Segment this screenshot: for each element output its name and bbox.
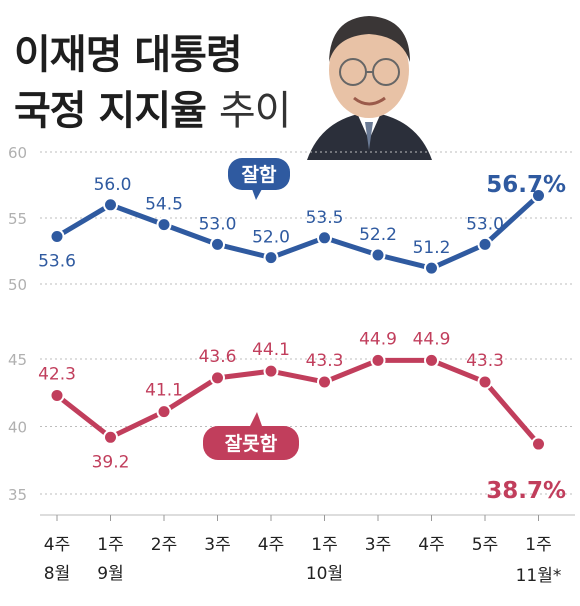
- legend-callout-bad: [203, 426, 299, 460]
- x-tick-label: 1주: [311, 535, 337, 555]
- x-tick-label: 5주: [472, 535, 498, 555]
- data-point: [210, 370, 225, 386]
- data-point: [370, 352, 386, 368]
- x-tick-label: 4주: [258, 535, 284, 555]
- data-label: 43.3: [466, 351, 504, 371]
- data-label: 43.6: [199, 347, 237, 367]
- data-label: 41.1: [145, 381, 183, 401]
- y-tick-label: 45: [8, 351, 27, 369]
- x-month-label: 10월: [306, 564, 343, 584]
- data-label: 42.3: [38, 364, 76, 384]
- x-tick-label: 1주: [97, 535, 123, 555]
- data-label: 56.0: [94, 175, 132, 195]
- chart-title-suffix: 추이: [218, 88, 292, 134]
- series-line-good: [54, 193, 541, 271]
- x-month-label: 11월*: [516, 566, 562, 586]
- data-label: 52.2: [359, 225, 397, 245]
- x-month-label: 9월: [97, 564, 123, 584]
- x-tick-label: 4주: [418, 535, 444, 555]
- data-point: [531, 188, 546, 204]
- legend-label-bad: 잘못함: [225, 433, 278, 455]
- chart-title-line1: 이재명 대통령: [14, 32, 243, 78]
- data-point: [424, 260, 439, 276]
- data-label: 44.1: [252, 340, 290, 360]
- legend-callout-good: [228, 158, 290, 190]
- data-point: [103, 429, 118, 445]
- y-tick-label: 35: [8, 486, 27, 504]
- x-tick-label: 3주: [365, 535, 391, 555]
- data-point: [103, 197, 118, 213]
- y-tick-label: 50: [8, 276, 27, 294]
- x-month-label: 8월: [44, 564, 70, 584]
- y-tick-label: 60: [8, 144, 27, 162]
- data-point: [49, 387, 65, 403]
- data-point: [49, 228, 65, 244]
- data-point: [370, 247, 386, 263]
- data-label: 53.0: [466, 214, 504, 234]
- data-label: 52.0: [252, 228, 290, 248]
- data-label: 44.9: [413, 329, 451, 349]
- legend-label-good: 잘함: [242, 164, 277, 186]
- data-point: [477, 236, 493, 252]
- legend-callout-pointer: [252, 189, 262, 200]
- data-point: [531, 436, 546, 452]
- y-tick-label: 55: [8, 210, 27, 228]
- x-tick-label: 2주: [151, 535, 177, 555]
- data-point: [156, 217, 172, 233]
- data-label: 44.9: [359, 329, 397, 349]
- x-tick-label: 4주: [44, 535, 70, 555]
- data-point: [210, 236, 225, 252]
- data-point: [263, 250, 279, 266]
- data-label: 43.3: [306, 351, 344, 371]
- data-point: [317, 374, 332, 390]
- data-point: [424, 352, 439, 368]
- legend-callout-pointer: [250, 412, 262, 426]
- data-label: 53.0: [199, 214, 237, 234]
- data-point: [156, 404, 172, 420]
- data-label: 39.2: [92, 452, 130, 472]
- data-label: 51.2: [413, 238, 451, 258]
- data-point: [317, 230, 332, 246]
- data-point: [263, 363, 279, 379]
- series-line-bad: [54, 357, 541, 447]
- x-tick-label: 1주: [525, 535, 551, 555]
- data-label: 54.5: [145, 195, 183, 215]
- chart-title-main: 국정 지지율: [14, 88, 207, 134]
- chart-title-line2: 국정 지지율 추이: [14, 78, 292, 136]
- data-label: 53.5: [306, 208, 344, 228]
- portrait-image: [302, 0, 437, 160]
- y-tick-label: 40: [8, 419, 27, 437]
- data-label-last: 38.7%: [486, 478, 566, 504]
- x-tick-label: 3주: [204, 535, 230, 555]
- data-label: 53.6: [38, 251, 76, 271]
- data-point: [477, 374, 493, 390]
- data-label-last: 56.7%: [486, 172, 566, 198]
